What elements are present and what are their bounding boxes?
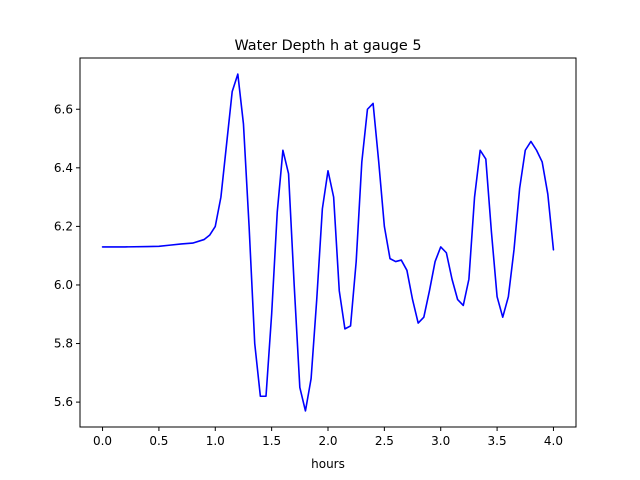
x-tick-label: 0.5 <box>149 434 168 448</box>
series-line-0 <box>101 73 555 412</box>
x-tick-label: 3.0 <box>431 434 450 448</box>
x-tick-label: 0.0 <box>93 434 112 448</box>
x-tick-label: 2.5 <box>375 434 394 448</box>
x-tick-label: 1.0 <box>206 434 225 448</box>
plot-background <box>80 58 576 427</box>
y-tick-label: 5.6 <box>54 395 73 409</box>
y-tick-label: 6.2 <box>54 219 73 233</box>
y-tick-label: 6.4 <box>54 161 73 175</box>
x-tick-label: 3.5 <box>488 434 507 448</box>
x-tick-label: 4.0 <box>544 434 563 448</box>
y-tick-label: 6.6 <box>54 102 73 116</box>
x-tick-label: 1.5 <box>262 434 281 448</box>
y-tick-label: 5.8 <box>54 337 73 351</box>
axes-layer: 0.0 0.5 1.0 1.5 2.0 2.5 3.0 3.5 4.0 5.6 5.8 6.0 6.2 6… <box>54 57 577 448</box>
x-tick-label: 2.0 <box>318 434 337 448</box>
series-layer <box>101 73 555 412</box>
chart-title: Water Depth h at gauge 5 <box>234 38 421 54</box>
y-tick-label: 6.0 <box>54 278 73 292</box>
x-axis-label: hours <box>311 457 345 471</box>
plot-area <box>80 58 576 427</box>
